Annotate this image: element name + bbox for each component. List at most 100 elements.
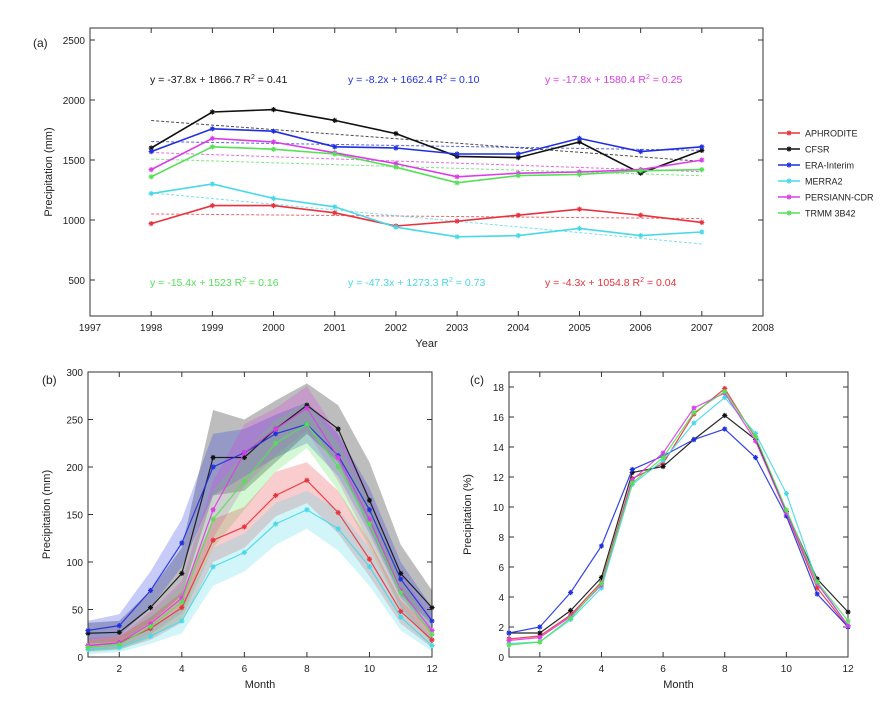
data-point [506,642,512,648]
data-point [699,157,705,163]
data-point [814,591,820,597]
data-point [270,107,277,113]
legend-label: PERSIANN-CDR [805,193,874,203]
data-point [537,634,543,641]
panel-label-c: (c) [470,373,484,387]
data-point [393,131,399,137]
data-point [332,151,338,157]
data-point [845,609,851,615]
series-line-trmm-3b42 [150,145,702,184]
data-point [576,135,583,141]
x-tick-label: 2007 [691,323,714,334]
data-point [506,637,512,644]
regression-annotation: y = -8.2x + 1662.4 R2 = 0.10 [348,74,480,86]
data-point [147,633,154,639]
panel-label-b: (b) [42,373,57,387]
series-line-trmm-3b42 [508,390,849,646]
data-point [116,623,122,629]
y-tick-label: 4 [498,593,504,604]
data-point [273,440,279,446]
data-point [783,513,789,519]
x-tick-label: 2008 [752,323,775,334]
r2-text: = 0.04 [644,277,677,289]
data-point [638,233,644,239]
x-tick-label: 2006 [630,323,653,334]
data-point [576,139,583,145]
legend-marker [786,162,792,168]
series-line-persiann-cdr [87,407,433,647]
data-point [148,221,154,227]
data-point [273,426,279,432]
data-point [85,630,91,636]
series-line-merra2 [87,509,433,650]
series-line-aphrodite [87,479,433,647]
trend-line-cfsr [151,120,702,162]
range-band-cfsr [88,383,432,644]
series-line-cfsr [150,108,703,175]
regression-annotation: y = -15.4x + 1523 R2 = 0.16 [150,277,279,289]
legend-label: ERA-Interim [805,161,854,171]
data-point [752,454,759,461]
x-axis-label: Month [663,679,694,691]
data-point [576,206,583,212]
equation-text: y = -15.4x + 1523 R [150,277,243,289]
data-point [814,576,820,582]
data-point [515,151,521,157]
data-point [304,477,310,483]
data-point [629,466,635,473]
x-tick-label: 12 [426,664,438,675]
regression-annotation: y = -47.3x + 1273.3 R2 = 0.73 [348,277,485,289]
range-band-era-interim [88,402,432,640]
data-point [393,145,399,151]
series-line-persiann-cdr [150,137,702,178]
data-point [598,543,605,549]
data-point [366,507,373,513]
r2-text: = 0.25 [650,74,683,86]
data-point [506,630,512,636]
data-point [241,524,247,530]
data-point [270,195,277,201]
x-tick-label: 8 [722,664,728,675]
plot-frame [508,371,849,658]
data-point [147,624,154,630]
y-axis-label: Precipitation (%) [462,474,474,555]
data-point [722,394,728,401]
y-tick-label: 12 [493,473,505,484]
y-tick-label: 14 [493,443,505,454]
r2-text: = 0.73 [453,277,486,289]
trend-line-trmm-3b42 [151,158,702,177]
x-tick-label: 4 [599,664,605,675]
data-point [210,516,216,522]
data-point [147,605,154,611]
data-point [515,173,521,179]
data-point [398,614,404,620]
data-point [393,161,399,167]
data-point [179,599,185,605]
y-tick-label: 1000 [63,216,86,227]
y-tick-label: 18 [493,383,505,394]
equation-text: y = -4.3x + 1054.8 R [545,277,641,289]
data-point [629,477,635,483]
data-point [398,608,404,614]
data-point [783,507,789,513]
data-point [576,225,583,231]
y-tick-label: 16 [493,413,505,424]
data-point [814,585,820,591]
data-point [398,589,404,595]
data-point [179,618,185,624]
data-point [576,171,583,177]
superscript: 2 [443,74,447,81]
data-point [699,147,705,153]
y-tick-label: 6 [498,563,504,574]
panel-b: 2 4 6 8 10 12 0 50 100 150 200 250 300 Month Precipita… [41,368,438,691]
data-point [598,585,605,591]
equation-text: y = -8.2x + 1662.4 R [348,74,444,86]
data-point [429,627,435,633]
data-point [454,180,460,186]
r2-text: = 0.10 [447,74,480,86]
data-point [691,409,697,416]
data-point [752,430,759,437]
data-point [660,463,666,470]
series-line-trmm-3b42 [87,423,433,649]
